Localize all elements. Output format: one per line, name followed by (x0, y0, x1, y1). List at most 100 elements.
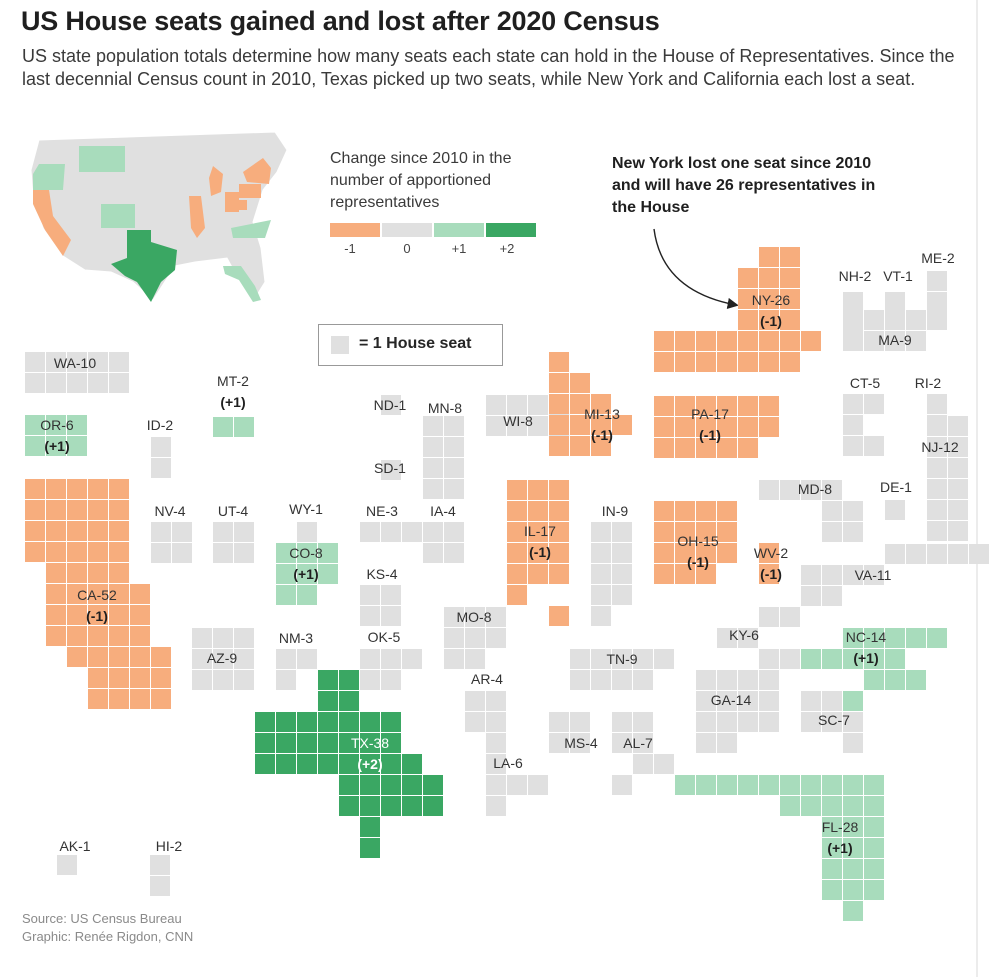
seat-fl (780, 796, 800, 816)
seat-ut (213, 543, 233, 563)
state-in: IN-9 (591, 503, 632, 626)
seat-tx (339, 712, 359, 732)
seat-ga (738, 670, 758, 690)
state-label-mo: MO-8 (457, 609, 492, 625)
seat-ca (67, 521, 87, 541)
seat-ms (570, 712, 590, 732)
seat-md (822, 480, 842, 500)
seat-oh (675, 501, 695, 521)
state-me: ME-2 (921, 250, 955, 312)
seat-mt (234, 417, 254, 437)
seat-vt (885, 292, 905, 312)
seat-az (213, 628, 233, 648)
seat-ga (759, 712, 779, 732)
state-label-wv: WV-2 (754, 545, 788, 561)
seat-ct (843, 436, 863, 456)
seat-mo (486, 628, 506, 648)
state-label-sc: SC-7 (818, 712, 850, 728)
seat-fl (696, 775, 716, 795)
seat-nj (948, 416, 968, 436)
seat-ny (675, 352, 695, 372)
seat-ca (109, 605, 129, 625)
seat-nm (276, 670, 296, 690)
seat-ny (759, 331, 779, 351)
state-co: CO-8 (+1) (276, 543, 338, 605)
seat-md (759, 480, 779, 500)
state-label-nv: NV-4 (154, 503, 185, 519)
seat-tx (402, 754, 422, 774)
state-ia: IA-4 (423, 503, 464, 563)
seat-tx (339, 670, 359, 690)
seat-nj (948, 500, 968, 520)
seat-key-label: = 1 House seat (359, 335, 472, 352)
seat-ma (906, 331, 926, 351)
seat-in (612, 585, 632, 605)
state-vt: VT-1 (883, 268, 913, 312)
state-ms: MS-4 (549, 712, 598, 753)
state-label-vt: VT-1 (883, 268, 913, 284)
seat-ma (864, 310, 884, 330)
seat-nm (297, 649, 317, 669)
seat-ny (780, 268, 800, 288)
state-label-nd: ND-1 (374, 397, 407, 413)
seat-tx (255, 712, 275, 732)
seat-tn (612, 670, 632, 690)
state-label-id: ID-2 (147, 417, 174, 433)
state-change-mi: (-1) (591, 427, 613, 443)
seat-tn (591, 649, 611, 669)
seat-il (507, 480, 527, 500)
seat-fl (864, 859, 884, 879)
seat-wv (759, 543, 779, 563)
seat-ks (360, 606, 380, 626)
seat-pa (738, 417, 758, 437)
seat-mo (465, 607, 485, 627)
seat-mi (549, 373, 569, 393)
seat-mn (444, 458, 464, 478)
state-or: OR-6 (+1) (25, 415, 87, 456)
seat-ca (25, 542, 45, 562)
seat-ca (88, 563, 108, 583)
seat-ca (46, 626, 66, 646)
seat-or (46, 415, 66, 435)
inset-montana (79, 146, 125, 172)
legend-title: Change since 2010 in the number of appor… (330, 150, 512, 211)
seat-mo (444, 607, 464, 627)
seat-ut (234, 522, 254, 542)
seat-ak (57, 855, 77, 875)
state-ut: UT-4 (213, 503, 254, 563)
seat-nj (927, 521, 947, 541)
seat-ma (864, 331, 884, 351)
seat-tn (570, 649, 590, 669)
seat-ms (549, 733, 569, 753)
seat-mi (549, 415, 569, 435)
state-label-wi: WI-8 (503, 413, 533, 429)
seat-mn (444, 437, 464, 457)
inset-california (33, 190, 71, 256)
seat-ia (423, 543, 443, 563)
state-label-de: DE-1 (880, 479, 912, 495)
state-label-tn: TN-9 (606, 651, 637, 667)
state-change-ca: (-1) (86, 608, 108, 624)
seat-md (822, 522, 842, 542)
seat-ny (759, 352, 779, 372)
seat-ne (402, 522, 422, 542)
seat-nj (948, 479, 968, 499)
seat-in (612, 564, 632, 584)
seat-sc (822, 712, 842, 732)
seat-tx (360, 796, 380, 816)
seat-va (969, 544, 989, 564)
seat-ne (360, 522, 380, 542)
seat-fl (801, 796, 821, 816)
seat-tx (318, 691, 338, 711)
seat-il (507, 543, 527, 563)
state-change-tx: (+2) (357, 756, 382, 772)
seat-ma (885, 331, 905, 351)
state-change-or: (+1) (44, 438, 69, 454)
seat-nc (801, 649, 821, 669)
seat-ga (738, 712, 758, 732)
seat-tx (423, 796, 443, 816)
seat-ca (109, 626, 129, 646)
seat-ny (780, 331, 800, 351)
seat-tx (360, 733, 380, 753)
state-ca: CA-52 (-1) (25, 479, 171, 709)
